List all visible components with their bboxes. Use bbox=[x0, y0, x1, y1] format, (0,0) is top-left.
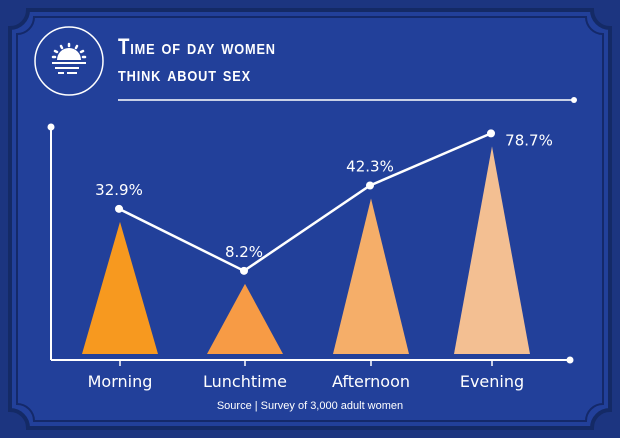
trend-line bbox=[118, 132, 492, 273]
x-axis-end bbox=[566, 356, 574, 364]
bar-evening bbox=[454, 146, 530, 354]
bar-lunchtime bbox=[207, 283, 283, 354]
data-point bbox=[115, 204, 123, 213]
sunset-icon bbox=[34, 26, 104, 96]
data-label: 42.3% bbox=[346, 158, 394, 176]
x-tick-label: Lunchtime bbox=[203, 372, 287, 391]
data-point bbox=[240, 266, 248, 275]
x-tick-label: Afternoon bbox=[332, 372, 410, 391]
source-note: Source | Survey of 3,000 adult women bbox=[216, 400, 404, 412]
data-label: 78.7% bbox=[505, 131, 553, 149]
bar-morning bbox=[82, 221, 158, 354]
data-label: 8.2% bbox=[225, 243, 263, 261]
x-tick-label: Morning bbox=[88, 372, 153, 391]
bar-afternoon bbox=[333, 198, 409, 354]
data-point bbox=[366, 181, 374, 190]
chart-title: Time of day women think about sex bbox=[118, 34, 276, 86]
y-axis-end bbox=[47, 123, 55, 131]
data-point bbox=[487, 129, 495, 138]
x-tick-label: Evening bbox=[460, 372, 524, 391]
data-label: 32.9% bbox=[95, 181, 143, 199]
